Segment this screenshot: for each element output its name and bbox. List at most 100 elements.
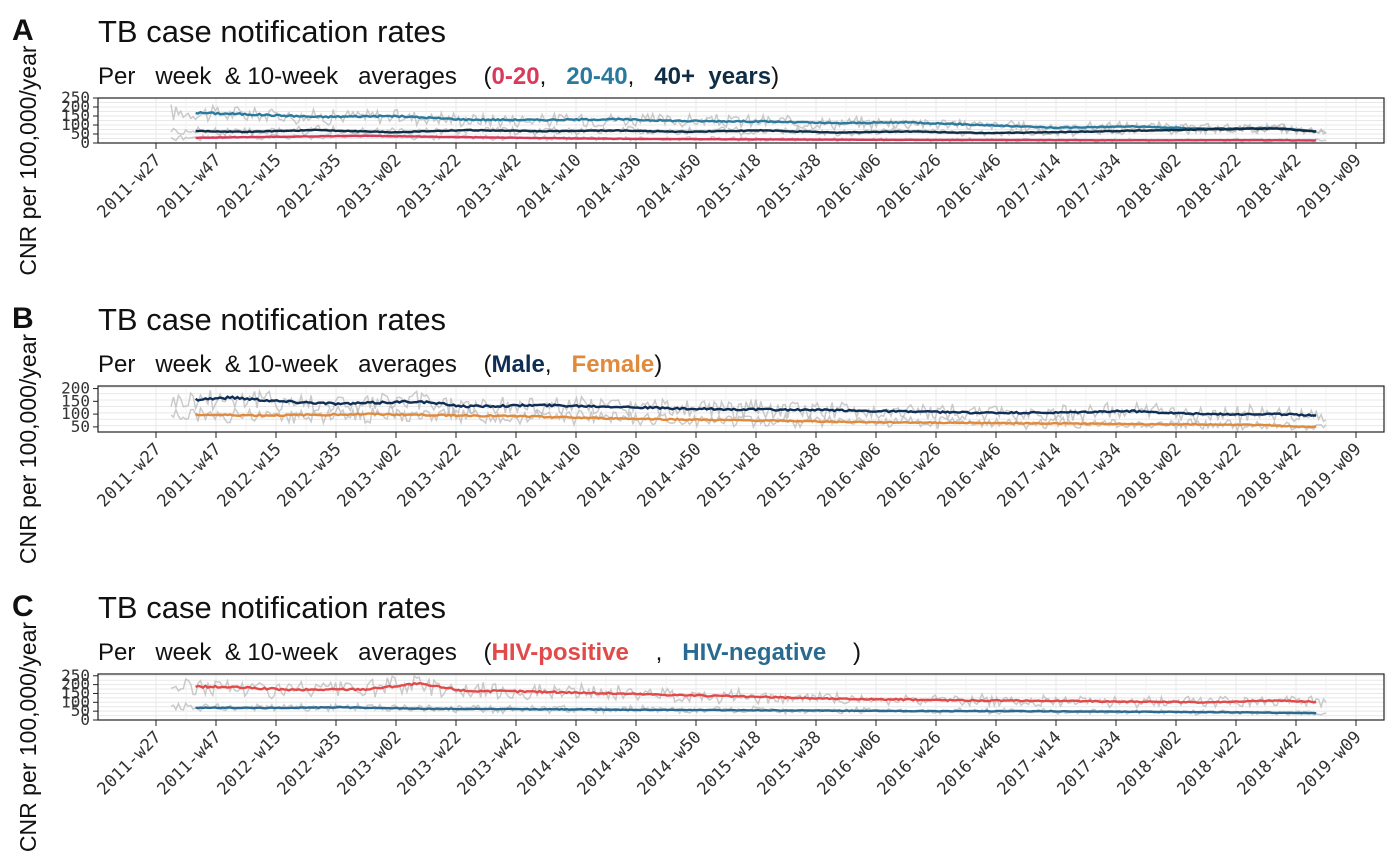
legend-entry [826, 639, 853, 666]
x-tick-label: 2011-w27 [93, 727, 165, 799]
panel-subtitle: Per week & 10-week averages (0-20, 20-40… [98, 63, 779, 90]
series-line-1 [195, 705, 1317, 715]
x-tick-label: 2013-w22 [393, 727, 465, 799]
x-tick-label: 2014-w30 [573, 439, 645, 511]
x-tick-label: 2016-w06 [813, 439, 885, 511]
y-tick-label: 150 [61, 683, 90, 702]
panel-a: A TB case notification rates Per week & 10… [12, 14, 1387, 276]
y-tick-label: 100 [61, 115, 90, 134]
y-tick-label: 250 [61, 666, 90, 685]
x-tick-label: 2013-w22 [393, 439, 465, 511]
x-tick-label: 2011-w27 [93, 150, 165, 222]
x-tick-label: 2015-w18 [693, 439, 765, 511]
legend-entry: , [540, 63, 567, 90]
legend-entry: Male [492, 351, 545, 378]
panel-subtitle: Per week & 10-week averages (HIV-positiv… [98, 639, 861, 666]
x-tick-label: 2012-w15 [213, 439, 285, 511]
series-line-0 [194, 395, 1317, 417]
x-tick-label: 2018-w02 [1113, 727, 1185, 799]
x-tick-label: 2015-w38 [753, 150, 825, 222]
x-tick-label: 2018-w02 [1113, 439, 1185, 511]
plot-border [97, 673, 1385, 721]
y-tick-label: 200 [61, 379, 90, 398]
x-tick-label: 2017-w34 [1053, 439, 1125, 511]
panel-subtitle: Per week & 10-week averages (Male, Femal… [98, 351, 662, 378]
y-tick-label: 50 [71, 124, 90, 143]
x-tick-label: 2014-w50 [633, 439, 705, 511]
x-tick-label: 2014-w30 [573, 150, 645, 222]
y-tick-label: 150 [61, 106, 90, 125]
x-tick-label: 2018-w42 [1233, 727, 1305, 799]
x-tick-label: 2018-w02 [1113, 150, 1185, 222]
x-tick-label: 2011-w47 [153, 439, 225, 511]
x-tick-label: 2017-w14 [993, 150, 1065, 222]
x-tick-label: 2016-w06 [813, 727, 885, 799]
x-tick-label: 2016-w46 [933, 439, 1005, 511]
x-tick-label: 2013-w02 [333, 439, 405, 511]
x-tick-label: 2011-w47 [153, 150, 225, 222]
y-tick-label: 150 [61, 391, 90, 410]
legend-entry: HIV-negative [682, 639, 826, 666]
x-tick-label: 2016-w26 [873, 727, 945, 799]
y-tick-label: 50 [71, 701, 90, 720]
x-tick-label: 2016-w46 [933, 727, 1005, 799]
x-tick-label: 2012-w35 [273, 150, 345, 222]
x-tick-label: 2015-w18 [693, 150, 765, 222]
x-tick-label: 2011-w27 [93, 439, 165, 511]
x-tick-label: 2015-w18 [693, 727, 765, 799]
legend-entry: , [545, 351, 572, 378]
legend-entry: 40+ years [654, 63, 771, 90]
x-tick-label: 2012-w15 [213, 727, 285, 799]
x-tick-label: 2013-w02 [333, 727, 405, 799]
y-tick-label: 200 [61, 97, 90, 116]
y-tick-label: 200 [61, 675, 90, 694]
panel-tag: C [12, 590, 34, 623]
plot-border [97, 97, 1385, 144]
x-tick-label: 2016-w26 [873, 150, 945, 222]
x-tick-label: 2014-w50 [633, 727, 705, 799]
x-tick-label: 2018-w22 [1173, 439, 1245, 511]
y-tick-label: 100 [61, 404, 90, 423]
y-tick-label: 250 [61, 88, 90, 107]
y-tick-label: 0 [80, 710, 90, 729]
series-line-0 [195, 110, 1317, 133]
x-tick-label: 2014-w30 [573, 727, 645, 799]
panel-c: C TB case notification rates Per week & 10… [12, 590, 1387, 852]
x-tick-label: 2011-w47 [153, 727, 225, 799]
x-tick-label: 2013-w02 [333, 150, 405, 222]
y-tick-label: 100 [61, 692, 90, 711]
x-tick-label: 2013-w42 [453, 727, 525, 799]
series-line-1 [195, 127, 1317, 135]
x-tick-label: 2017-w14 [993, 439, 1065, 511]
x-tick-label: 2016-w26 [873, 439, 945, 511]
x-tick-label: 2017-w14 [993, 727, 1065, 799]
x-tick-label: 2019-w09 [1293, 727, 1365, 799]
y-axis-label: CNR per 100,000/year [15, 622, 41, 852]
x-tick-label: 2012-w15 [213, 150, 285, 222]
x-tick-label: 2018-w42 [1233, 150, 1305, 222]
x-tick-label: 2018-w42 [1233, 439, 1305, 511]
legend-entry: 0-20 [492, 63, 540, 90]
plot-border [97, 385, 1385, 433]
x-tick-label: 2014-w10 [513, 439, 585, 511]
x-tick-label: 2018-w22 [1173, 150, 1245, 222]
x-tick-label: 2016-w46 [933, 150, 1005, 222]
legend-entry: , [629, 639, 682, 666]
y-tick-label: 0 [80, 133, 90, 152]
series-line-0 [195, 681, 1317, 705]
legend-entry: , [628, 63, 655, 90]
x-tick-label: 2017-w34 [1053, 727, 1125, 799]
x-tick-label: 2014-w10 [513, 150, 585, 222]
panel-title: TB case notification rates [98, 590, 446, 625]
panel-tag: A [12, 14, 34, 47]
series-line-1 [195, 412, 1317, 429]
x-tick-label: 2012-w35 [273, 727, 345, 799]
panel-title: TB case notification rates [98, 14, 446, 49]
legend-entry: Female [572, 351, 655, 378]
x-tick-label: 2013-w22 [393, 150, 465, 222]
x-tick-label: 2013-w42 [453, 439, 525, 511]
y-axis-label: CNR per 100,000/year [15, 334, 41, 564]
x-tick-label: 2013-w42 [453, 150, 525, 222]
x-tick-label: 2015-w38 [753, 439, 825, 511]
x-tick-label: 2015-w38 [753, 727, 825, 799]
